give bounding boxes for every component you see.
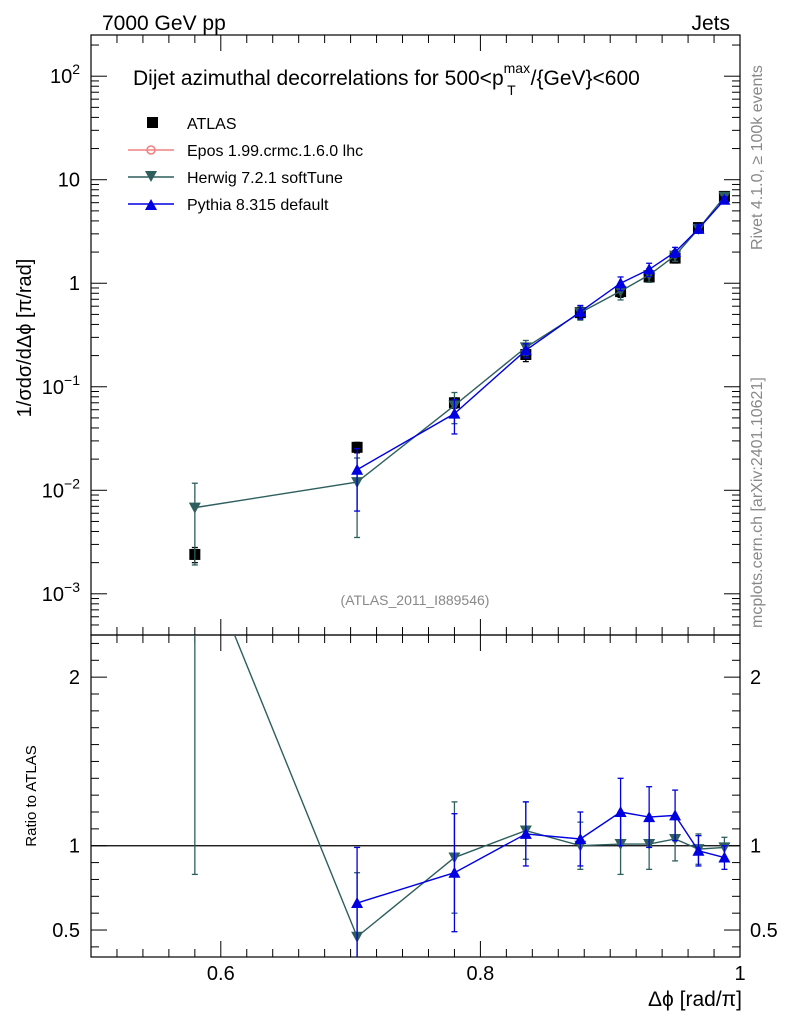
ratio-y-tick-label: 0.5 (750, 920, 778, 942)
main-axis-ticks: 10−3 10−2 10−1 1 10 102 (42, 35, 741, 636)
data-point-triangle-up (643, 811, 656, 823)
y-tick-label: 102 (50, 61, 80, 88)
main-series-group (188, 190, 731, 566)
data-point-triangle-down (188, 502, 201, 514)
reference-label: (ATLAS_2011_I889546) (341, 592, 490, 608)
legend-marker-square (147, 117, 158, 128)
ratio-y-tick-label: 1 (69, 836, 80, 858)
legend-marker-triangle-up (145, 199, 157, 210)
data-point-triangle-up (574, 305, 587, 317)
legend-item-atlas: ATLAS (147, 116, 237, 133)
chart-title: Dijet azimuthal decorrelations for 500<p… (133, 60, 640, 98)
data-point-triangle-up (643, 263, 656, 275)
header-right: Jets (691, 12, 730, 35)
series-pythia (351, 193, 731, 512)
data-point-triangle-up (718, 193, 731, 205)
y-tick-label: 10−2 (42, 475, 80, 502)
mcplots-label: mcplots.cern.ch [arXiv:2401.10621] (749, 377, 766, 628)
legend-label: Epos 1.99.crmc.1.6.0 lhc (187, 143, 363, 160)
data-point-triangle-up (614, 806, 627, 818)
header-left: 7000 GeV pp (102, 12, 226, 35)
legend-item-epos: Epos 1.99.crmc.1.6.0 lhc (128, 143, 363, 160)
ratio-series-group (191, 635, 731, 957)
x-axis-label: Δϕ [rad/π] (648, 988, 742, 1011)
ratio-y-tick-label: 2 (69, 667, 80, 689)
series-line (194, 196, 725, 509)
data-point-triangle-up (718, 851, 731, 863)
data-point-triangle-up (448, 407, 461, 419)
ratio-series-pythia (351, 777, 731, 957)
series-atlas (189, 190, 730, 564)
data-point-triangle-up (669, 809, 682, 821)
ratio-axis-ticks: 0.5 0.51 12 20.6 0.8 1 (52, 635, 778, 985)
ratio-plot-marks (191, 635, 731, 957)
main-y-axis-label: 1/σdσ/dΔϕ [π/rad] (14, 259, 36, 418)
ratio-y-tick-label: 0.5 (52, 920, 80, 942)
ratio-series-line (356, 811, 725, 904)
main-plot-marks (188, 190, 731, 566)
y-tick-label: 10 (58, 170, 80, 192)
data-point-triangle-up (519, 827, 532, 839)
y-tick-label: 1 (69, 273, 80, 295)
series-herwig (188, 191, 731, 566)
data-point-square (351, 441, 363, 453)
legend-marker-circle (146, 145, 156, 155)
x-tick-label: 0.6 (207, 963, 235, 985)
data-point-triangle-up (448, 866, 461, 878)
data-point-triangle-down (614, 286, 627, 298)
data-point-triangle-up (519, 344, 532, 356)
legend-item-herwig: Herwig 7.2.1 softTune (128, 170, 343, 187)
data-point-triangle-up (692, 844, 705, 856)
legend-label: ATLAS (187, 116, 237, 133)
y-tick-label: 10−3 (42, 579, 80, 606)
data-point-triangle-up (614, 277, 627, 289)
legend-item-pythia: Pythia 8.315 default (128, 197, 329, 214)
data-point-triangle-up (351, 897, 364, 909)
data-point-triangle-up (574, 832, 587, 844)
data-point-triangle-up (692, 222, 705, 234)
ratio-plot-frame (90, 634, 741, 958)
y-tick-label: 10−1 (42, 372, 80, 399)
legend-label: Pythia 8.315 default (187, 197, 329, 214)
data-point-triangle-up (351, 463, 364, 475)
legend-label: Herwig 7.2.1 softTune (187, 170, 343, 187)
rivet-label: Rivet 4.1.0, ≥ 100k events (749, 65, 766, 250)
legend: ATLAS Epos 1.99.crmc.1.6.0 lhc Herwig 7.… (128, 116, 363, 214)
series-line (356, 199, 725, 471)
ratio-y-axis-label: Ratio to ATLAS (23, 745, 40, 846)
ratio-series-line (233, 635, 725, 938)
x-tick-label: 0.8 (466, 963, 494, 985)
ratio-y-tick-label: 1 (750, 836, 761, 858)
data-point-triangle-up (669, 246, 682, 258)
x-tick-label: 1 (734, 963, 745, 985)
ratio-y-tick-label: 2 (750, 667, 761, 689)
legend-marker-triangle-down (145, 171, 157, 182)
